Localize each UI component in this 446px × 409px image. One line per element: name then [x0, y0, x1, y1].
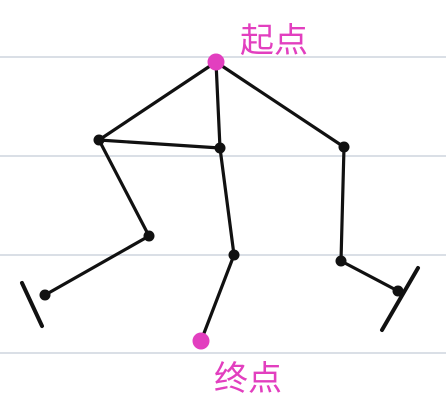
- left-foot-stroke: [20, 281, 44, 328]
- edge-center-joint-to-center-knee: [218, 146, 236, 257]
- edge-center-knee-to-end: [199, 253, 236, 343]
- node-left-hip: [93, 134, 105, 146]
- node-right-knee: [335, 255, 347, 267]
- node-left-foot: [39, 289, 51, 301]
- nodes: [39, 53, 404, 350]
- edge-left-knee-to-left-foot: [43, 234, 151, 297]
- node-center-joint: [214, 142, 226, 154]
- node-center-knee: [228, 249, 240, 261]
- ruled-lines: [0, 56, 446, 354]
- foot-strokes: [20, 266, 420, 332]
- node-right-foot: [392, 285, 404, 297]
- edge-right-hip-to-right-knee: [339, 145, 346, 263]
- edge-left-hip-to-left-knee: [97, 138, 151, 238]
- edge-start-to-left-hip: [97, 60, 218, 142]
- node-end: [192, 332, 210, 350]
- right-foot-stroke: [380, 266, 420, 332]
- node-start: [207, 53, 225, 71]
- edge-start-to-right-hip: [214, 60, 346, 149]
- edge-right-knee-to-right-foot: [339, 259, 400, 293]
- start-label: 起点: [240, 21, 308, 61]
- edges: [43, 60, 400, 343]
- node-right-hip: [338, 141, 350, 153]
- node-left-knee: [143, 230, 155, 242]
- edge-left-hip-to-center-joint: [97, 138, 222, 150]
- edge-start-to-center-joint: [214, 60, 222, 150]
- end-label: 终点: [214, 359, 282, 399]
